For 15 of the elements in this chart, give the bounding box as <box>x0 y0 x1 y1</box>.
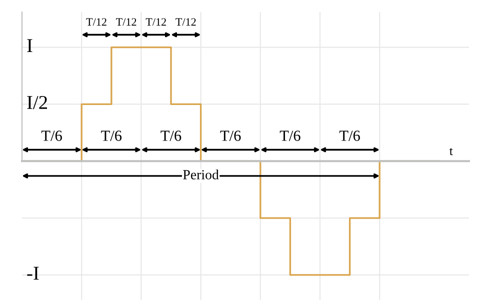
annotation: T/6 <box>339 130 360 141</box>
annotation: T/6 <box>160 130 182 141</box>
annotation: T/6 <box>280 130 300 141</box>
text: T/12 <box>146 18 166 26</box>
annotation: T/6 <box>220 130 241 141</box>
annotation: I/2 <box>27 96 47 110</box>
text: T/12 <box>116 18 136 26</box>
annotation: T/6 <box>41 130 62 141</box>
annotation: T/6 <box>101 130 122 141</box>
x-axis-title: t <box>450 148 453 156</box>
text: T/12 <box>176 18 196 26</box>
annotation: I <box>27 39 32 52</box>
annotation: Period <box>183 170 219 180</box>
annotation: -I <box>27 266 39 280</box>
text: T/12 <box>86 18 106 26</box>
